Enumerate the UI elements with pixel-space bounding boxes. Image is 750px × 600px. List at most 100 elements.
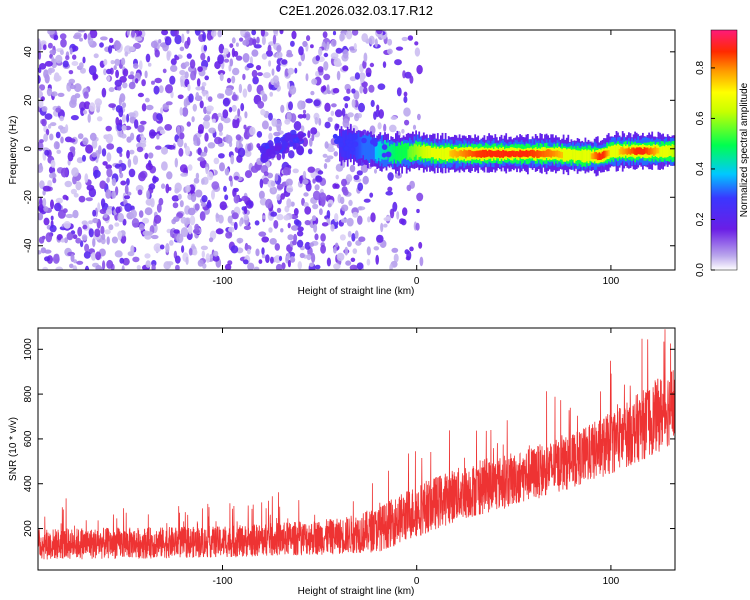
- spectrogram-speckle: [45, 128, 50, 136]
- spectrogram-speckle: [182, 107, 189, 117]
- spectrogram-speckle: [257, 100, 265, 109]
- spectrogram-ridge-cell: [457, 151, 459, 158]
- spectrogram-speckle: [185, 256, 189, 265]
- spectrogram-speckle: [344, 103, 349, 109]
- spectrogram-speckle: [307, 166, 316, 173]
- spectrogram-speckle: [189, 215, 196, 226]
- spectrogram-speckle: [289, 256, 296, 263]
- spectrogram-ridge-cell: [455, 150, 458, 158]
- spectrogram-speckle: [333, 151, 338, 157]
- spectrogram-speckle: [336, 70, 341, 81]
- spectrogram-speckle: [190, 193, 197, 203]
- spectrogram-speckle: [231, 212, 239, 220]
- spectrogram-ridge-cell: [461, 151, 464, 157]
- spectrogram-speckle: [162, 68, 167, 74]
- spectrogram-speckle: [239, 219, 243, 227]
- spectrogram-speckle: [70, 188, 77, 195]
- spectrogram-speckle: [226, 77, 232, 84]
- spectrogram-speckle: [342, 160, 346, 168]
- spectrogram-ridge-dot: [348, 140, 354, 145]
- spectrogram-speckle: [127, 158, 132, 168]
- spectrogram-ridge-dot: [351, 133, 358, 140]
- spectrogram-speckle: [38, 164, 44, 173]
- spectrogram-blob: [273, 145, 281, 152]
- spectrogram-speckle: [105, 189, 112, 199]
- spectrogram-speckle: [130, 71, 134, 76]
- spectrogram-speckle: [173, 216, 180, 222]
- spectrogram-ridge-cell: [418, 144, 421, 158]
- spectrogram-ridge-cell: [390, 144, 393, 161]
- spectrogram-speckle: [38, 250, 42, 255]
- spectrogram-speckle: [181, 245, 185, 253]
- spectrogram-blob: [281, 140, 289, 149]
- spectrogram-speckle: [306, 254, 312, 261]
- spectrogram-speckle: [114, 250, 123, 258]
- spectrogram-speckle: [281, 59, 288, 65]
- spectrogram-speckle: [144, 152, 149, 160]
- spectrogram-speckle: [223, 185, 227, 192]
- spectrogram-speckle: [50, 199, 54, 210]
- spectrogram-speckle: [87, 33, 91, 41]
- spectrogram-speckle: [261, 247, 265, 255]
- spectrogram-speckle: [110, 60, 115, 65]
- spectrogram-speckle: [235, 42, 239, 47]
- spectrogram-speckle: [50, 215, 54, 221]
- spectrogram-ridge-cell: [474, 151, 476, 157]
- spectrogram-ridge-cell: [624, 148, 627, 154]
- spectrogram-speckle: [233, 175, 239, 180]
- spectrogram-speckle: [121, 125, 127, 131]
- spectrogram-speckle: [373, 246, 380, 251]
- spectrogram-speckle: [99, 208, 107, 214]
- spectrogram-speckle: [161, 30, 169, 36]
- spectrogram-speckle: [249, 126, 256, 136]
- spectrogram-speckle: [101, 87, 107, 98]
- spectrogram-speckle: [258, 259, 263, 264]
- spectrogram-speckle: [78, 195, 86, 203]
- spectrogram-speckle: [144, 70, 148, 79]
- spectrogram-ridge-cell: [424, 146, 427, 159]
- spectrogram-ridge-cell: [513, 150, 515, 157]
- spectrogram-speckle: [341, 178, 347, 187]
- spectrogram-speckle: [400, 218, 407, 226]
- spectrogram-speckle: [269, 91, 274, 97]
- spectrogram-speckle: [238, 83, 243, 94]
- spectrogram-ridge-cell: [579, 150, 582, 161]
- spectrogram-speckle: [253, 266, 260, 270]
- spectrogram-ridge-cell: [570, 149, 573, 160]
- spectrogram-speckle: [305, 113, 311, 121]
- spectrogram-ridge-cell: [460, 150, 462, 157]
- spectrogram-speckle: [387, 38, 393, 46]
- spectrogram-speckle: [38, 212, 44, 221]
- spectrogram-ridge-cell: [610, 145, 613, 158]
- spectrogram-speckle: [284, 185, 288, 193]
- spectrogram-speckle: [191, 116, 195, 123]
- spectrogram-speckle: [322, 31, 328, 39]
- spectrogram-ridge-cell: [435, 148, 438, 159]
- spectrogram-ridge-cell: [444, 147, 447, 160]
- spectrogram-speckle: [304, 241, 311, 250]
- spectrogram-speckle: [326, 155, 334, 160]
- spectrogram-speckle: [77, 226, 83, 237]
- spectrogram-speckle: [104, 229, 111, 235]
- spectrogram-speckle: [184, 71, 189, 79]
- spectrogram-speckle: [179, 69, 186, 76]
- spectrogram-speckle: [206, 105, 214, 112]
- spectrogram-speckle: [115, 69, 119, 79]
- spectrogram-ridge-dot: [344, 139, 350, 145]
- spectrogram-speckle: [122, 82, 128, 89]
- snr-y-tick-label: 800: [23, 385, 34, 402]
- spectrogram-speckle: [38, 51, 42, 60]
- spectrogram-speckle: [339, 234, 346, 241]
- spectrogram-speckle: [323, 73, 331, 81]
- spectrogram-speckle: [219, 131, 223, 136]
- spectrogram-speckle: [286, 187, 293, 193]
- spectrogram-speckle: [200, 245, 208, 251]
- spectrogram-speckle: [99, 42, 104, 48]
- spectrogram-speckle: [310, 90, 315, 96]
- spectrogram-speckle: [186, 121, 191, 127]
- spectrogram-ridge-cell: [447, 147, 450, 160]
- spectrogram-speckle: [124, 51, 129, 57]
- spectrogram-speckle: [197, 147, 202, 156]
- spectrogram-speckle: [307, 148, 313, 155]
- spectrogram-speckle: [123, 195, 131, 200]
